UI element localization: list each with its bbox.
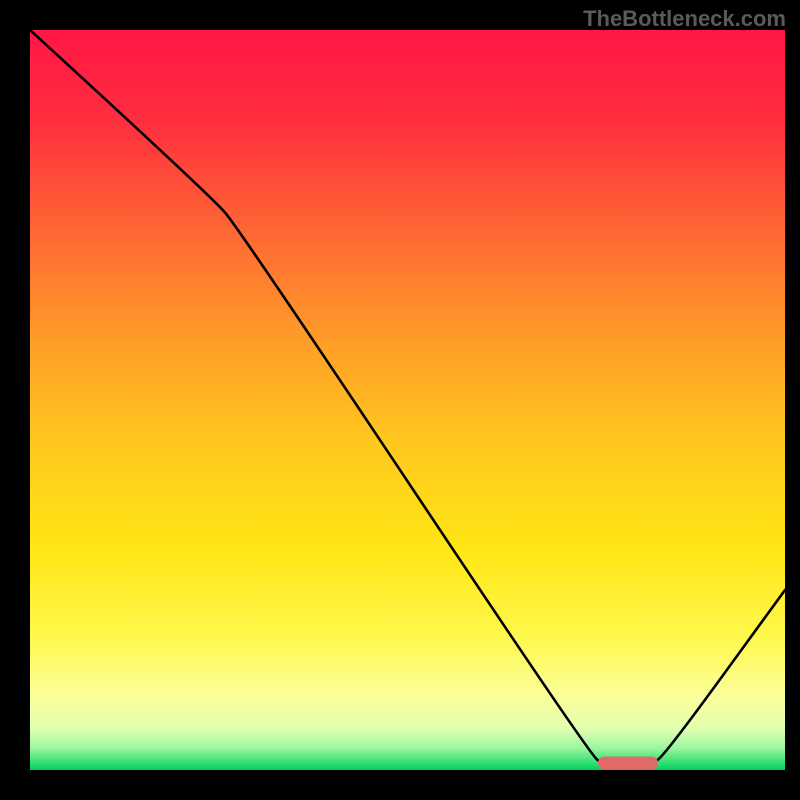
- chart-container: TheBottleneck.com: [0, 0, 800, 800]
- gradient-background: [30, 30, 785, 770]
- optimum-marker: [598, 757, 658, 770]
- watermark: TheBottleneck.com: [583, 6, 786, 32]
- chart-svg: [30, 30, 785, 770]
- plot-area: [30, 30, 785, 770]
